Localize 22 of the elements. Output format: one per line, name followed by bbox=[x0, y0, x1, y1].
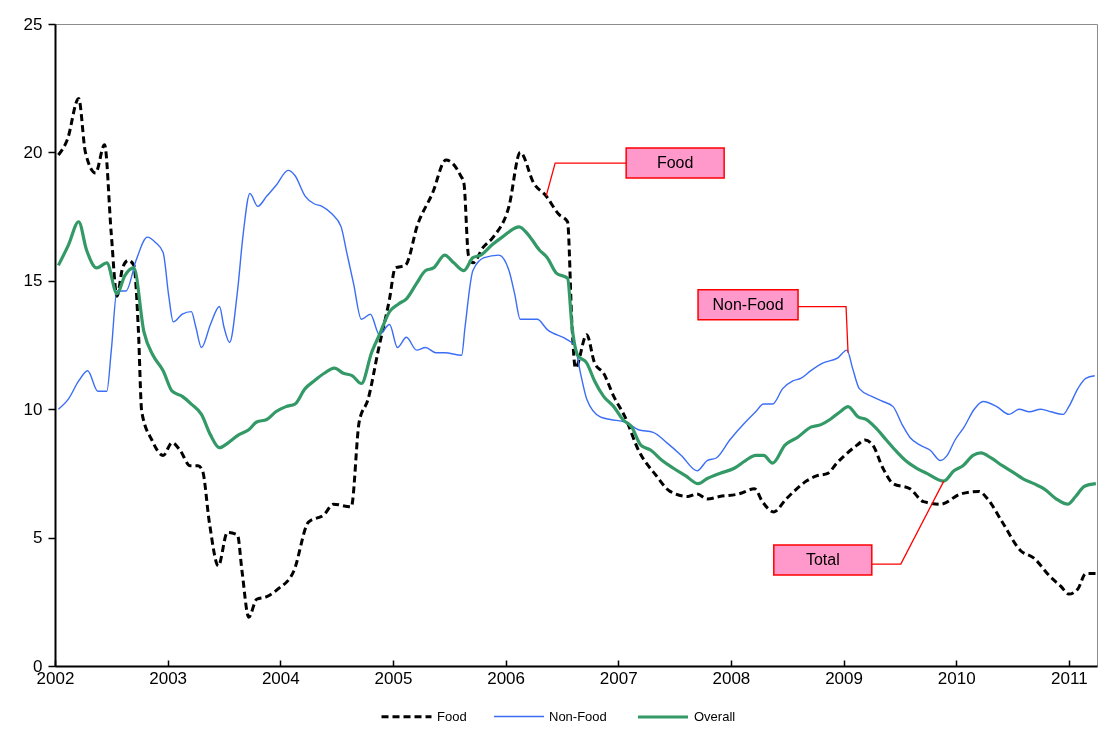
line-series bbox=[57, 169, 1096, 472]
legend-label: Food bbox=[437, 708, 467, 724]
y-tick-label: 25 bbox=[23, 14, 43, 34]
annotation: Food bbox=[656, 154, 694, 172]
legend-label: Non-Food bbox=[549, 708, 607, 724]
y-tick-label: 20 bbox=[23, 142, 43, 162]
y-tick-label: 5 bbox=[33, 528, 43, 548]
y-tick-label: 10 bbox=[23, 399, 43, 419]
annotation: Total bbox=[805, 551, 840, 569]
y-tick-label: 15 bbox=[23, 271, 43, 291]
x-tick-label: 2004 bbox=[261, 668, 300, 688]
x-tick-label: 2003 bbox=[149, 668, 188, 688]
x-tick-label: 2010 bbox=[937, 668, 976, 688]
x-tick-label: 2011 bbox=[1051, 668, 1088, 688]
x-tick-label: 2007 bbox=[599, 668, 638, 688]
legend-label: Overall bbox=[694, 709, 736, 724]
line-series bbox=[56, 220, 1098, 506]
x-tick-label: 2005 bbox=[374, 668, 413, 688]
x-tick-label: 2009 bbox=[825, 668, 863, 688]
x-tick-label: 2008 bbox=[712, 668, 751, 688]
annotation: Non-Food bbox=[712, 295, 784, 313]
x-tick-label: 2006 bbox=[487, 668, 526, 688]
